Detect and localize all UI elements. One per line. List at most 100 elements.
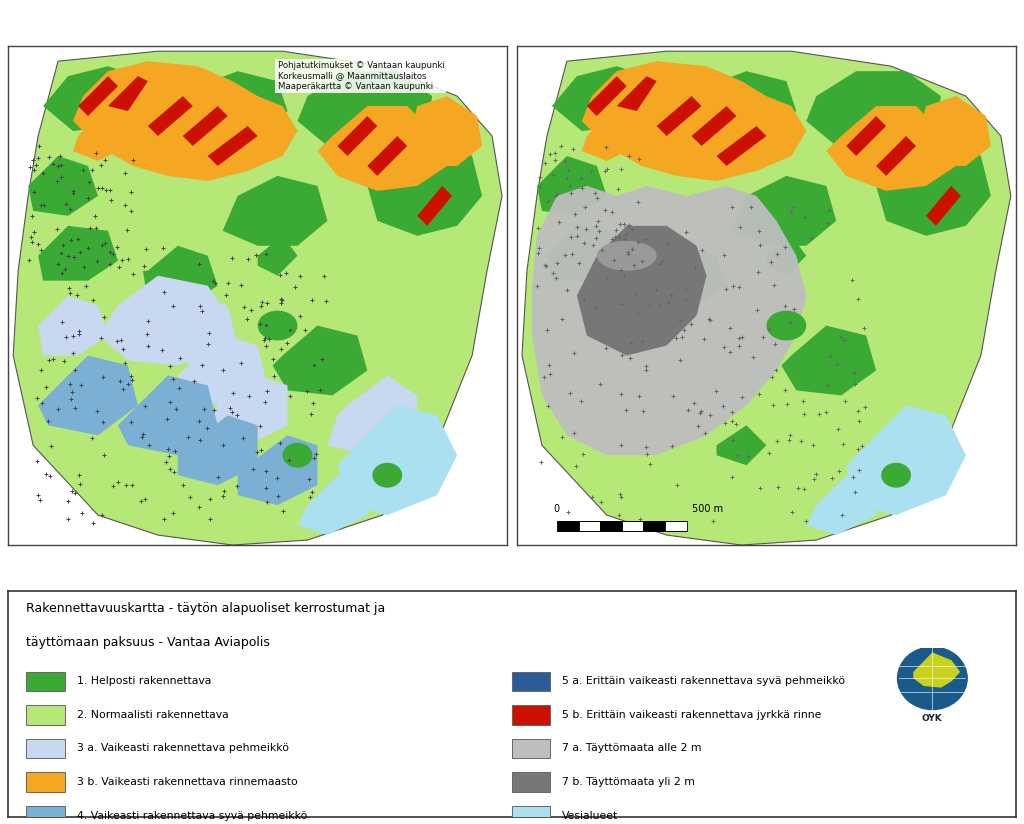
Text: 7 a. Täyttömaata alle 2 m: 7 a. Täyttömaata alle 2 m xyxy=(562,743,701,753)
FancyBboxPatch shape xyxy=(512,672,550,691)
Polygon shape xyxy=(178,335,267,405)
Polygon shape xyxy=(147,96,193,136)
Polygon shape xyxy=(143,111,238,176)
Polygon shape xyxy=(651,111,746,176)
Polygon shape xyxy=(766,236,806,276)
Polygon shape xyxy=(582,61,806,181)
Polygon shape xyxy=(913,653,961,687)
Text: 3 b. Vaikeasti rakennettava rinnemaasto: 3 b. Vaikeasti rakennettava rinnemaasto xyxy=(77,777,297,787)
Bar xyxy=(557,521,579,531)
Polygon shape xyxy=(38,355,138,435)
Polygon shape xyxy=(208,425,258,466)
Bar xyxy=(643,521,665,531)
Polygon shape xyxy=(73,106,133,161)
Polygon shape xyxy=(373,463,402,488)
Polygon shape xyxy=(781,325,877,396)
Polygon shape xyxy=(417,186,453,226)
Polygon shape xyxy=(368,136,408,176)
Polygon shape xyxy=(272,325,368,396)
Polygon shape xyxy=(806,475,877,535)
FancyBboxPatch shape xyxy=(512,806,550,824)
Polygon shape xyxy=(108,76,147,111)
Text: 0: 0 xyxy=(554,504,560,514)
Polygon shape xyxy=(13,51,502,545)
Polygon shape xyxy=(38,226,118,281)
Polygon shape xyxy=(368,136,482,236)
Polygon shape xyxy=(78,76,118,116)
Polygon shape xyxy=(577,226,707,355)
FancyBboxPatch shape xyxy=(27,705,65,724)
Polygon shape xyxy=(767,311,806,340)
Polygon shape xyxy=(522,51,1011,545)
Polygon shape xyxy=(537,156,607,216)
Polygon shape xyxy=(143,246,218,306)
Polygon shape xyxy=(616,76,656,111)
Polygon shape xyxy=(531,186,806,455)
Polygon shape xyxy=(338,405,457,515)
Polygon shape xyxy=(846,405,966,515)
Text: Rakennettavuuskartta - täytön alapuoliset kerrostumat ja: Rakennettavuuskartta - täytön alapuolise… xyxy=(27,602,386,615)
FancyBboxPatch shape xyxy=(27,806,65,824)
FancyBboxPatch shape xyxy=(512,705,550,724)
FancyBboxPatch shape xyxy=(512,739,550,758)
Text: Pohjatutkimukset © Vantaan kaupunki
Korkeusmalli @ Maanmittauslaitos
Maaperäkart: Pohjatutkimukset © Vantaan kaupunki Kork… xyxy=(278,61,444,91)
Polygon shape xyxy=(238,435,317,505)
Polygon shape xyxy=(43,66,147,131)
FancyBboxPatch shape xyxy=(27,739,65,758)
Polygon shape xyxy=(717,126,766,166)
Polygon shape xyxy=(826,106,956,191)
FancyBboxPatch shape xyxy=(27,672,65,691)
Polygon shape xyxy=(656,96,701,136)
Polygon shape xyxy=(696,71,797,131)
Bar xyxy=(622,521,643,531)
Polygon shape xyxy=(222,176,328,246)
Polygon shape xyxy=(877,136,991,236)
Polygon shape xyxy=(298,71,432,146)
Polygon shape xyxy=(328,376,417,455)
Polygon shape xyxy=(731,176,837,246)
Polygon shape xyxy=(338,116,377,156)
Text: 3 a. Vaikeasti rakennettava pehmeikkö: 3 a. Vaikeasti rakennettava pehmeikkö xyxy=(77,743,289,753)
Polygon shape xyxy=(187,71,288,131)
Polygon shape xyxy=(806,71,941,146)
Text: 2. Normaalisti rakennettava: 2. Normaalisti rakennettava xyxy=(77,710,228,720)
Polygon shape xyxy=(582,106,642,161)
Polygon shape xyxy=(258,311,298,340)
Polygon shape xyxy=(73,61,298,181)
Polygon shape xyxy=(691,106,736,146)
Polygon shape xyxy=(317,106,447,191)
Polygon shape xyxy=(846,116,886,156)
Circle shape xyxy=(897,647,967,709)
Polygon shape xyxy=(587,76,627,116)
Polygon shape xyxy=(38,296,108,355)
FancyBboxPatch shape xyxy=(512,772,550,792)
Polygon shape xyxy=(147,296,238,366)
Bar xyxy=(600,521,622,531)
Text: täyttömaan paksuus - Vantaa Aviapolis: täyttömaan paksuus - Vantaa Aviapolis xyxy=(27,636,270,649)
Polygon shape xyxy=(298,475,368,535)
Polygon shape xyxy=(651,246,726,306)
Polygon shape xyxy=(882,463,911,488)
Text: Vesialueet: Vesialueet xyxy=(562,811,618,821)
FancyBboxPatch shape xyxy=(27,772,65,792)
Polygon shape xyxy=(547,226,627,281)
Polygon shape xyxy=(118,376,218,455)
Text: 500 m: 500 m xyxy=(691,504,723,514)
Polygon shape xyxy=(182,106,227,146)
Polygon shape xyxy=(178,415,258,485)
Bar xyxy=(665,521,686,531)
Text: 4. Vaikeasti rakennettava syvä pehmeikkö: 4. Vaikeasti rakennettava syvä pehmeikkö xyxy=(77,811,307,821)
Text: OYK: OYK xyxy=(922,714,943,723)
Polygon shape xyxy=(98,276,227,366)
Polygon shape xyxy=(926,186,961,226)
Polygon shape xyxy=(517,46,1016,545)
Polygon shape xyxy=(916,96,991,166)
Polygon shape xyxy=(8,46,507,545)
Polygon shape xyxy=(877,136,916,176)
Polygon shape xyxy=(597,241,656,270)
Text: 1. Helposti rakennettava: 1. Helposti rakennettava xyxy=(77,677,211,686)
Polygon shape xyxy=(552,66,656,131)
Polygon shape xyxy=(208,126,258,166)
Polygon shape xyxy=(28,156,98,216)
Polygon shape xyxy=(258,236,298,276)
